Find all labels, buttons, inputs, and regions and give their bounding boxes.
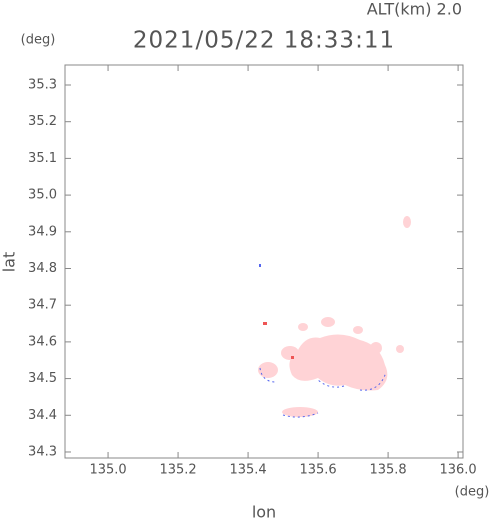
x-tick-label: 136.0	[439, 463, 476, 478]
y-tick-label: 35.0	[28, 188, 57, 203]
x-tick-label: 135.2	[159, 463, 196, 478]
y-tick-label: 35.1	[28, 151, 57, 166]
altitude-label: ALT(km) 2.0	[367, 0, 462, 19]
x-tick-label: 135.0	[89, 463, 126, 478]
y-tick-label: 34.3	[28, 444, 57, 459]
x-unit: (deg)	[455, 485, 490, 500]
y-axis-label: lat	[0, 252, 19, 273]
x-tick-label: 135.6	[299, 463, 336, 478]
y-tick-label: 34.9	[28, 224, 57, 239]
y-tick-label: 34.8	[28, 261, 57, 276]
y-tick-label: 35.2	[28, 114, 57, 129]
x-tick-label: 135.8	[369, 463, 406, 478]
x-axis-label: lon	[252, 503, 276, 521]
echo-regions	[258, 216, 411, 418]
x-tick-label: 135.4	[229, 463, 266, 478]
y-tick-label: 35.3	[28, 78, 57, 93]
y-tick-label: 34.4	[28, 408, 57, 423]
y-tick-label: 34.5	[28, 371, 57, 386]
chart-title: 2021/05/22 18:33:11	[133, 28, 395, 54]
plot-frame	[64, 64, 464, 459]
y-tick-label: 34.7	[28, 298, 57, 313]
y-tick-label: 34.6	[28, 334, 57, 349]
y-unit: (deg)	[21, 33, 56, 48]
